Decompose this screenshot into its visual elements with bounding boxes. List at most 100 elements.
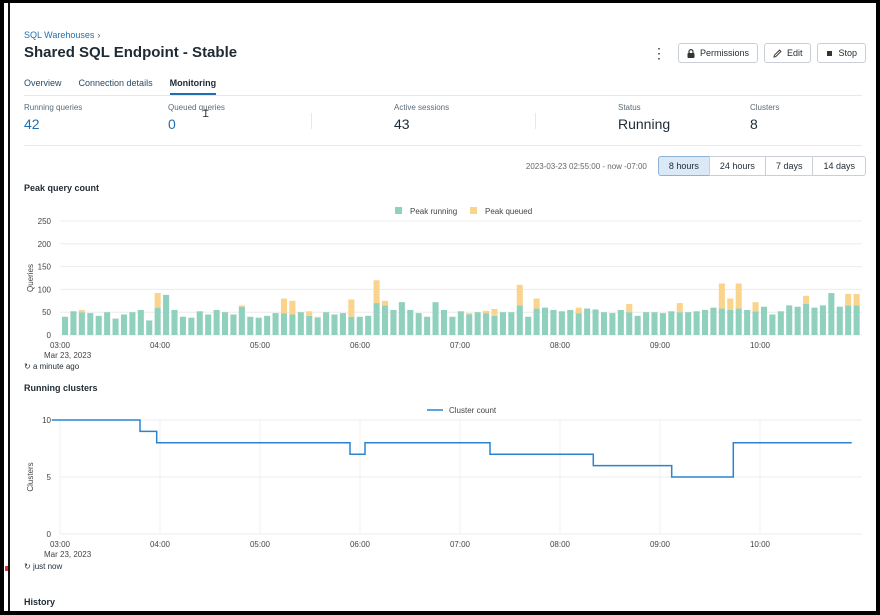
pencil-icon: [773, 48, 782, 58]
bar-peak-running: [365, 315, 372, 335]
history-title: History: [24, 597, 56, 607]
bar-peak-running: [171, 309, 178, 335]
tab-overview[interactable]: Overview: [24, 78, 62, 88]
breadcrumb-link[interactable]: SQL Warehouses: [24, 30, 95, 40]
bar-peak-queued: [845, 293, 852, 306]
window-left-border: [8, 3, 10, 611]
bar-peak-running: [264, 315, 271, 335]
bar-peak-running: [634, 315, 641, 335]
y-tick-label: 100: [38, 285, 52, 294]
refresh-icon[interactable]: ↻: [24, 562, 31, 571]
bar-peak-running: [592, 309, 599, 335]
x-tick-label: 07:00: [450, 341, 471, 350]
y-tick-label: 0: [47, 331, 52, 340]
range-option-7-days[interactable]: 7 days: [764, 156, 814, 176]
bar-peak-running: [491, 315, 498, 335]
bar-peak-running: [432, 302, 439, 335]
y-tick-label: 5: [47, 473, 52, 482]
bar-peak-queued: [483, 310, 490, 314]
stop-icon: [827, 50, 833, 56]
x-tick-label: 06:00: [350, 540, 371, 549]
bar-peak-running: [651, 312, 658, 335]
metric-value: Running: [618, 116, 671, 132]
bar-peak-queued: [154, 293, 161, 308]
x-tick-label: 03:00: [50, 540, 71, 549]
metrics-row: Running queries 42 Queued queries 0 Acti…: [24, 103, 862, 146]
x-tick-label: 07:00: [450, 540, 471, 549]
metric-label: Running queries: [24, 103, 83, 112]
peak-query-title: Peak query count: [24, 183, 100, 193]
bar-peak-running: [213, 309, 220, 335]
bar-peak-running: [356, 316, 363, 335]
metric-value: 43: [394, 116, 410, 132]
divider: [311, 113, 312, 129]
metric-clusters: Clusters 8: [750, 103, 779, 132]
bar-peak-running: [483, 313, 490, 335]
bar-peak-running: [407, 309, 414, 335]
y-tick-label: 250: [38, 217, 52, 226]
peak-query-chart: Peak running Peak queued 0 50 100 150 200 250 Qu…: [26, 207, 862, 360]
metric-label: Active sessions: [394, 103, 450, 112]
bar-peak-queued: [676, 303, 683, 313]
bar-peak-running: [659, 313, 666, 335]
range-option-24-hours[interactable]: 24 hours: [708, 156, 766, 176]
bar-peak-running: [542, 307, 549, 335]
bar-peak-queued: [382, 300, 389, 306]
x-tick-label: 09:00: [650, 341, 671, 350]
metric-value-link[interactable]: 0: [168, 116, 176, 132]
metric-active-sessions: Active sessions 43: [394, 103, 449, 132]
range-option-14-days[interactable]: 14 days: [812, 156, 866, 176]
bar-peak-running: [516, 305, 523, 335]
metric-status: Status Running: [618, 103, 670, 132]
bar-peak-running: [499, 312, 506, 335]
stop-button[interactable]: Stop: [817, 43, 866, 63]
legend-label: Peak running: [410, 207, 457, 216]
bar-peak-running: [154, 307, 161, 335]
tab-connection-details[interactable]: Connection details: [78, 78, 153, 88]
running-clusters-title: Running clusters: [24, 383, 98, 393]
bar-peak-running: [373, 303, 380, 335]
bar-peak-running: [760, 306, 768, 335]
permissions-button[interactable]: Permissions: [677, 43, 758, 63]
bar-peak-running: [744, 309, 751, 335]
y-tick-label: 0: [47, 530, 52, 539]
legend-swatch: [470, 207, 477, 214]
edit-label: Edit: [786, 48, 803, 58]
chart-legend: Cluster count: [427, 406, 497, 415]
bar-peak-running: [819, 305, 826, 335]
bar-peak-running: [62, 316, 69, 335]
main-content: SQL Warehouses › Shared SQL Endpoint - St…: [24, 3, 866, 611]
time-range-bar: 2023-03-23 02:55:00 - now -07:00 8 hours…: [526, 156, 866, 176]
refresh-icon[interactable]: ↻: [24, 362, 31, 371]
peak-updated: ↻ a minute ago: [24, 362, 79, 371]
x-date-label: Mar 23, 2023: [44, 550, 92, 559]
y-tick-label: 200: [38, 240, 52, 249]
metric-value-link[interactable]: 42: [24, 116, 40, 132]
bar-peak-running: [584, 308, 591, 335]
bar-peak-running: [803, 303, 810, 335]
divider: [535, 113, 536, 129]
more-options-icon[interactable]: ⋮: [651, 45, 666, 61]
bar-peak-running: [112, 318, 119, 335]
x-tick-label: 06:00: [350, 341, 371, 350]
bar-peak-running: [752, 311, 759, 335]
bar-peak-queued: [575, 307, 582, 314]
bar-peak-running: [466, 314, 473, 335]
bar-peak-running: [836, 306, 843, 335]
x-tick-label: 08:00: [550, 540, 571, 549]
x-tick-label: 05:00: [250, 540, 271, 549]
range-option-8-hours[interactable]: 8 hours: [657, 156, 710, 176]
running-clusters-chart: Cluster count 0 5 10 03:00 04:00 05:00 06:00 07:…: [26, 406, 862, 559]
bar-peak-running: [238, 306, 245, 335]
peak-updated-text: a minute ago: [32, 362, 80, 371]
x-tick-label: 09:00: [650, 540, 671, 549]
bar-peak-running: [314, 317, 321, 335]
bar-peak-running: [777, 311, 784, 335]
edit-button[interactable]: Edit: [763, 43, 812, 63]
bar-peak-running: [205, 314, 212, 335]
bar-peak-running: [87, 313, 94, 335]
lock-icon: [687, 48, 695, 58]
tab-monitoring[interactable]: Monitoring: [169, 77, 217, 95]
bar-peak-running: [449, 316, 456, 335]
bar-peak-running: [457, 311, 464, 335]
